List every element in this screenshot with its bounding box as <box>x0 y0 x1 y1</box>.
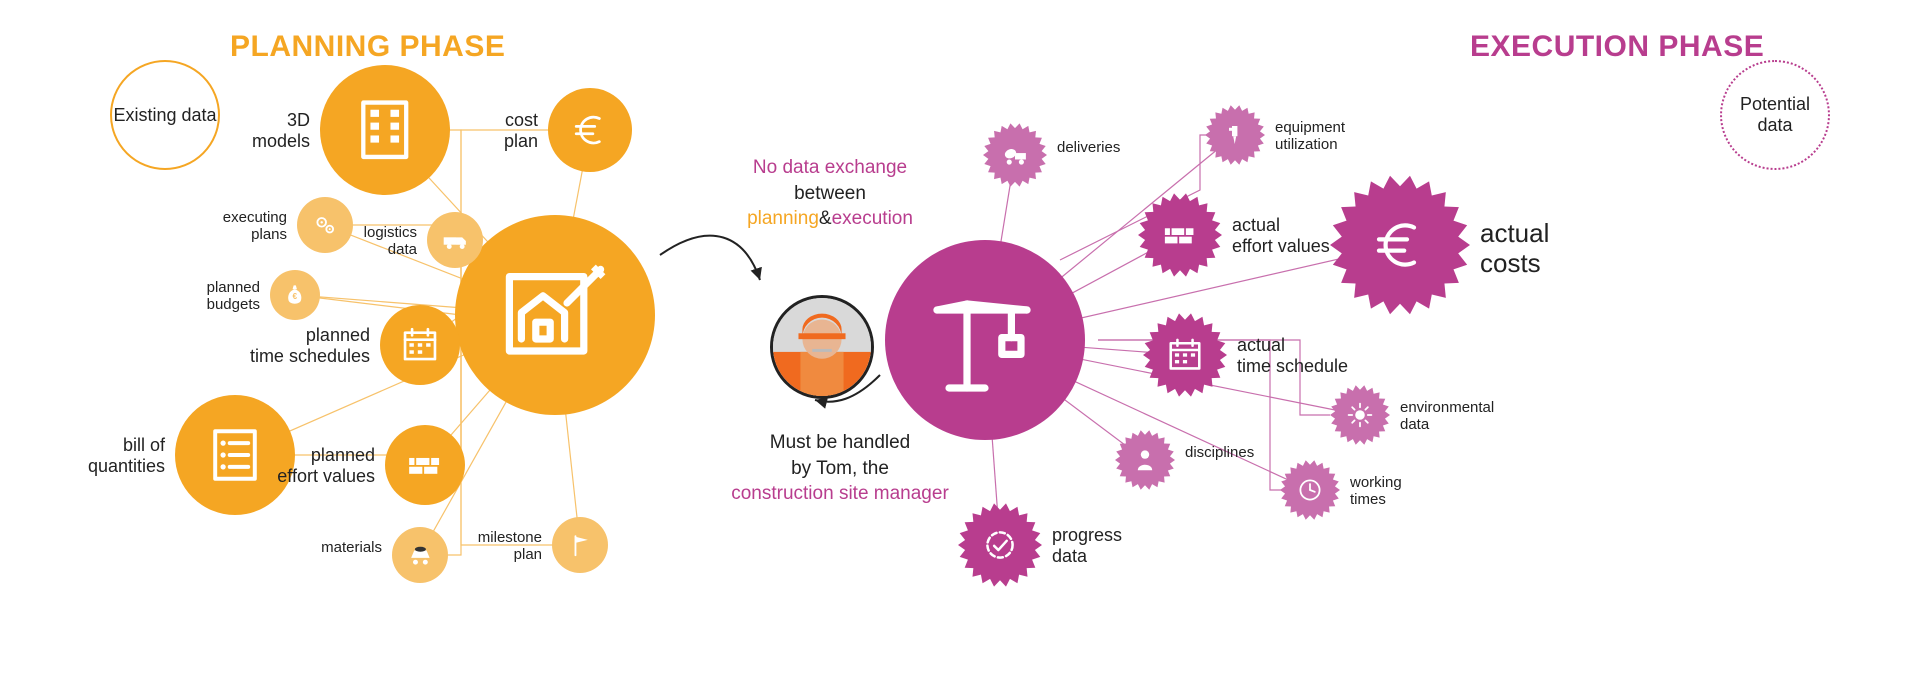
planning-phase-title: PLANNING PHASE <box>230 30 505 64</box>
milestone-node <box>552 517 608 573</box>
actual_costs-label: actual costs <box>1480 219 1620 279</box>
3d_models-label: 3D models <box>160 110 310 151</box>
planning-hub <box>455 215 655 415</box>
potential-data-legend: Potential data <box>1720 60 1830 170</box>
center-top-line1: No data exchange <box>720 155 940 181</box>
actual_time-node <box>1143 313 1227 397</box>
disciplines-label: disciplines <box>1185 444 1295 461</box>
exec_plans-label: executing plans <box>177 209 287 244</box>
milestone-label: milestone plan <box>432 529 542 564</box>
center-top-line2: between <box>720 181 940 207</box>
budgets-label: planned budgets <box>150 279 260 314</box>
cost_plan-label: cost plan <box>388 110 538 151</box>
logistics-label: logistics data <box>307 224 417 259</box>
time_sched-node <box>380 305 460 385</box>
disciplines-node <box>1115 430 1175 490</box>
equip_util-node <box>1205 105 1265 165</box>
work_times-label: working times <box>1350 474 1460 509</box>
env_data-label: environmental data <box>1400 399 1510 434</box>
svg-text:€: € <box>293 292 298 301</box>
time_sched-label: planned time schedules <box>220 325 370 366</box>
center-bottom-line1: Must be handled <box>715 430 965 456</box>
work_times-node <box>1280 460 1340 520</box>
budgets-node: € <box>270 270 320 320</box>
effort-node <box>385 425 465 505</box>
actual_effort-node <box>1138 193 1222 277</box>
progress-node <box>958 503 1042 587</box>
execution-hub <box>885 240 1085 440</box>
effort-label: planned effort values <box>225 445 375 486</box>
materials-label: materials <box>272 539 382 556</box>
actual_costs-node <box>1330 175 1470 315</box>
center-bottom-line2: by Tom, the <box>715 456 965 482</box>
env_data-node <box>1330 385 1390 445</box>
logistics-node <box>427 212 483 268</box>
center-bottom-line3: construction site manager <box>715 481 965 507</box>
execution-phase-title: EXECUTION PHASE <box>1470 30 1764 64</box>
deliveries-label: deliveries <box>1057 139 1167 156</box>
center-bottom-text: Must be handledby Tom, theconstruction s… <box>715 430 965 507</box>
center-top-text: No data exchangebetweenplanning&executio… <box>720 155 940 232</box>
actual_time-label: actual time schedule <box>1237 335 1387 376</box>
deliveries-node <box>983 123 1047 187</box>
center-arrow-0 <box>660 236 760 280</box>
site-manager-avatar <box>770 295 874 399</box>
progress-label: progress data <box>1052 525 1202 566</box>
equip_util-label: equipment utilization <box>1275 119 1385 154</box>
cost_plan-node <box>548 88 632 172</box>
boq-label: bill of quantities <box>15 435 165 476</box>
center-top-line3: planning&execution <box>720 206 940 232</box>
